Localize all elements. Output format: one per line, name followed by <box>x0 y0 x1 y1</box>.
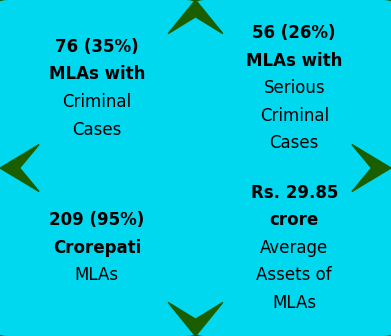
Text: Criminal: Criminal <box>260 107 329 125</box>
FancyBboxPatch shape <box>190 0 391 176</box>
Text: Cases: Cases <box>72 121 122 138</box>
Text: Rs. 29.85: Rs. 29.85 <box>251 184 338 202</box>
Text: 56 (26%): 56 (26%) <box>253 24 336 42</box>
FancyBboxPatch shape <box>190 160 391 336</box>
Text: Assets of: Assets of <box>256 266 332 284</box>
Text: 209 (95%): 209 (95%) <box>49 211 144 229</box>
Text: 76 (35%): 76 (35%) <box>55 38 138 56</box>
Text: Cases: Cases <box>269 134 319 152</box>
FancyBboxPatch shape <box>0 0 201 176</box>
Text: MLAs: MLAs <box>75 266 119 284</box>
Text: Serious: Serious <box>264 79 325 97</box>
FancyBboxPatch shape <box>0 160 201 336</box>
Polygon shape <box>352 144 391 192</box>
Text: MLAs with: MLAs with <box>246 52 343 70</box>
Text: Average: Average <box>260 239 328 257</box>
Text: crore: crore <box>270 211 319 229</box>
Polygon shape <box>0 144 39 192</box>
Text: MLAs: MLAs <box>272 294 316 312</box>
Polygon shape <box>168 302 223 336</box>
Text: Criminal: Criminal <box>62 93 131 111</box>
Text: MLAs with: MLAs with <box>48 66 145 83</box>
Text: Crorepati: Crorepati <box>53 239 141 257</box>
Polygon shape <box>168 0 223 34</box>
